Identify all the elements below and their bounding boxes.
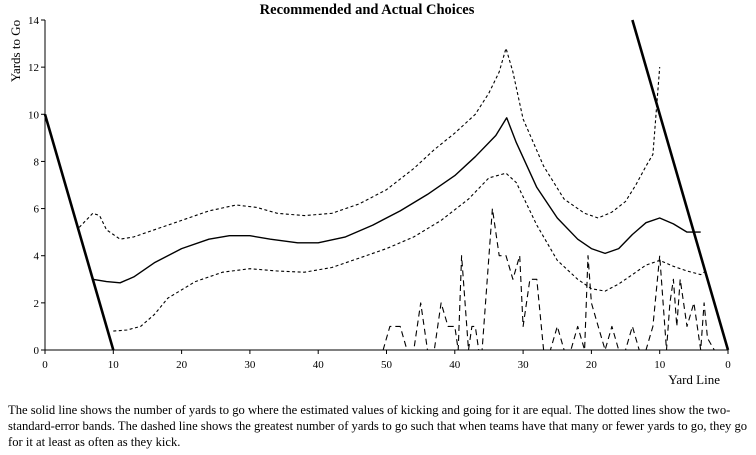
x-tick-label: 30 — [518, 359, 530, 371]
y-tick-label: 14 — [28, 15, 40, 27]
caption: The solid line shows the number of yards… — [8, 403, 748, 449]
x-axis-label: Yard Line — [668, 372, 720, 387]
series-line-dashed-3 — [382, 208, 715, 351]
x-tick-label: 10 — [654, 359, 666, 371]
x-tick-label: 10 — [108, 359, 120, 371]
series-line-solid-0 — [92, 117, 701, 284]
lines-layer — [43, 19, 730, 351]
x-tick-label: 40 — [449, 359, 461, 371]
y-tick-label: 8 — [34, 156, 40, 168]
x-tick-label: 40 — [313, 359, 325, 371]
y-tick-label: 4 — [34, 251, 40, 263]
x-tick-label: 20 — [176, 359, 188, 371]
series-line-dotted-2 — [113, 172, 708, 332]
boundary-line-0 — [43, 113, 115, 351]
x-tick-label: 30 — [244, 359, 256, 371]
x-tick-label: 50 — [381, 359, 393, 371]
y-tick-label: 0 — [34, 345, 40, 357]
ticks-layer: 0 2 4 6 8 10 12 14 0 10 20 30 40 50 40 30 20 10 0 — [28, 15, 731, 371]
x-tick-label: 0 — [725, 359, 731, 371]
series-line-dotted-1 — [78, 47, 661, 240]
y-tick-label: 6 — [34, 204, 40, 216]
y-tick-label: 12 — [28, 62, 39, 74]
chart-title: Recommended and Actual Choices — [260, 2, 475, 18]
chart: Recommended and Actual Choices Yards to … — [8, 2, 731, 387]
y-tick-label: 10 — [28, 109, 40, 121]
y-tick-label: 2 — [34, 298, 40, 310]
x-tick-label: 20 — [586, 359, 598, 371]
y-axis-label: Yards to Go — [8, 20, 23, 82]
x-tick-label: 0 — [42, 359, 48, 371]
boundary-line-1 — [631, 19, 730, 351]
